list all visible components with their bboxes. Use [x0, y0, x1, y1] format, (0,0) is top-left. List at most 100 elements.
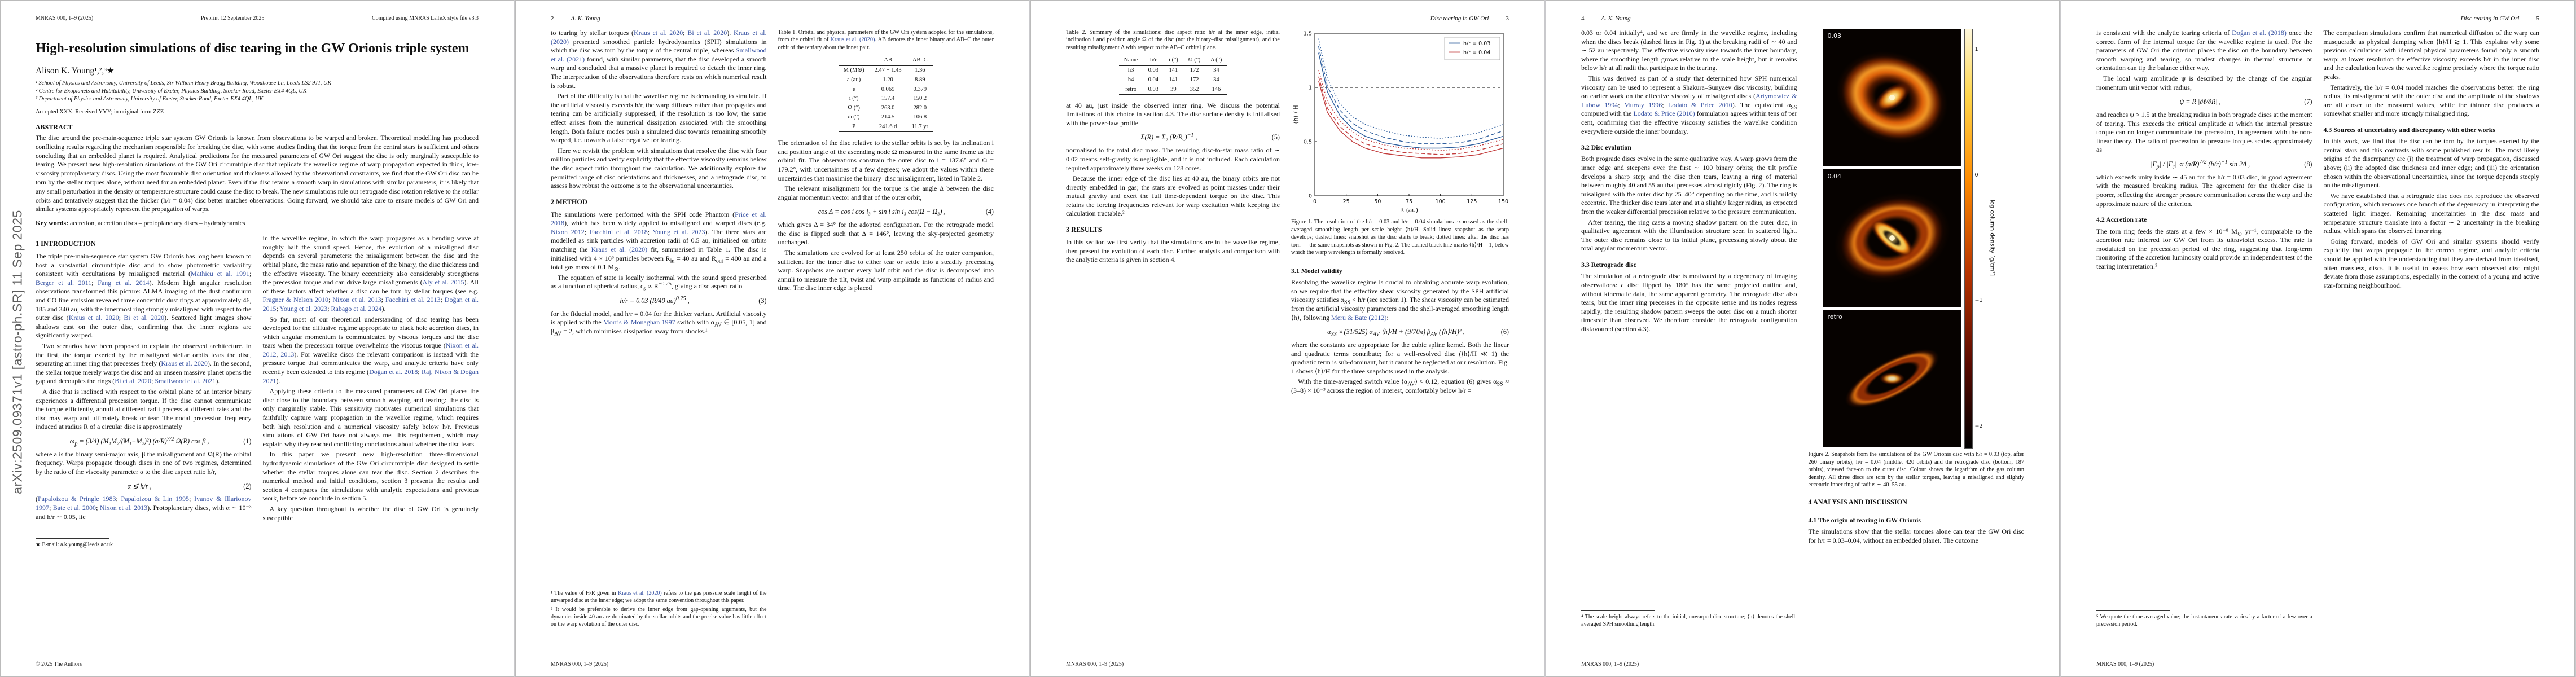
- column-left: 0.03 or 0.04 initially⁴, and we are firm…: [1581, 29, 1797, 630]
- running-author: A. K. Young: [571, 15, 600, 22]
- figure1-resolution-plot: 0 25 50 75 100 125 150 0 0.5 1 1.5 h/r = 0.03 h/r = …: [1293, 31, 1508, 214]
- citation: Facchini et al. 2018: [589, 227, 648, 236]
- figure2-panels: 0.03 0.04 retro: [1823, 29, 1961, 447]
- citation: Rabago et al. 2024: [331, 304, 382, 313]
- citation: Young et al. 2023: [279, 304, 328, 313]
- paragraph: which exceeds unity inside ∼ 45 au for t…: [2096, 173, 2312, 208]
- citation: Murray 1996: [1623, 100, 1662, 109]
- disc-snapshot-retro: retro: [1823, 310, 1961, 447]
- column-right: 0.03 0.04 retro: [1808, 29, 2025, 630]
- keywords-label: Key words:: [36, 219, 68, 227]
- footnote: ¹ The value of H/R given in Kraus et al.…: [551, 590, 767, 604]
- paragraph: at 40 au, just inside the observed inner…: [1066, 101, 1280, 127]
- equation-number: (2): [243, 482, 252, 490]
- citation: Kraus et al. (2020): [830, 37, 875, 43]
- list-item: ² Centre for Exoplanets and Habitability…: [36, 88, 307, 95]
- spacer: [778, 294, 994, 630]
- paragraph: Two scenarios have been proposed to expl…: [36, 341, 252, 385]
- paragraph: The local warp amplitude ψ is described …: [2096, 74, 2312, 91]
- paragraph: Here we revisit the problem with simulat…: [551, 146, 767, 190]
- citation: 2013: [280, 350, 295, 358]
- first-page-header: MNRAS 000, 1–9 (2025) Preprint 12 Septem…: [36, 15, 479, 21]
- citation: Bi et al. 2020: [124, 314, 165, 322]
- paragraph: The simulations were performed with the …: [551, 210, 767, 273]
- spacer: [1581, 335, 1797, 606]
- svg-text:1: 1: [1309, 85, 1312, 91]
- body-columns: Table 2. Summary of the simulations: dis…: [1066, 29, 1509, 630]
- footnote: ² It would be preferable to derive the i…: [551, 606, 767, 627]
- panel-label: 0.04: [1827, 173, 1842, 180]
- figure2-caption: Figure 2. Snapshots from the simulations…: [1808, 451, 2025, 489]
- equation-body: αSS ≈ (31/525) αAV ⟨h⟩/H + (9/70π) βAV (…: [1327, 328, 1465, 338]
- citation: Nixon et al. 2013: [99, 503, 148, 512]
- citation: Young et al. 2023: [652, 227, 705, 236]
- page-3: Disc tearing in GW Ori 3 Table 2. Summar…: [1030, 0, 1544, 677]
- column-left: Table 2. Summary of the simulations: dis…: [1066, 29, 1280, 630]
- citation: Lodato & Price 2010: [1667, 100, 1732, 109]
- citation: Ivanov & Illarionov 1997: [36, 495, 252, 512]
- table-caption: Table 2. Summary of the simulations: dis…: [1066, 29, 1280, 51]
- colorbar-ticks: 1 0 −1 −2: [1974, 29, 1987, 447]
- citation: Morris & Monaghan 1997: [603, 318, 675, 327]
- inner-ring-render: [1879, 372, 1904, 385]
- citation: Kraus et al. 2020: [68, 314, 119, 322]
- paragraph: The torn ring feeds the stars at a few ×…: [2096, 227, 2312, 270]
- subsection-heading: 4.1 The origin of tearing in GW Orionis: [1808, 516, 1921, 524]
- equation-body: ωp = (3/4) (M₁M₂/(M₁+M₂)²) (a/R)7/2 Ω(R)…: [69, 436, 209, 447]
- running-header: 4 A. K. Young: [1581, 15, 2024, 22]
- citation: Papaloizou & Lin 1995: [121, 495, 190, 503]
- paragraph: The relevant misalignment for the torque…: [778, 184, 994, 201]
- paragraph: A disc that is inclined with respect to …: [36, 387, 252, 431]
- table-row: a (au) 1.20 8.89: [847, 76, 925, 83]
- citation: Doğan et al. 2015: [262, 296, 479, 313]
- table-row: retro 0.03 39 352 146: [1118, 85, 1227, 95]
- paragraph: Because the inner edge of the disc lies …: [1066, 174, 1280, 218]
- paragraph: The simulation of a retrograde disc is m…: [1581, 272, 1797, 333]
- table-row: P 241.6 d 11.7 yr: [838, 122, 933, 133]
- section-heading: 3 RESULTS: [1066, 226, 1102, 234]
- paragraph: The equation of state is locally isother…: [551, 273, 767, 292]
- column-right: The comparison simulations confirm that …: [2324, 29, 2540, 630]
- running-title: Disc tearing in GW Ori: [1430, 15, 1489, 22]
- citation: Kraus et al. 2020: [634, 29, 683, 37]
- paragraph: and reaches ψ ≈ 1.5 at the breaking radi…: [2096, 111, 2312, 154]
- page-number: 5: [2536, 15, 2540, 22]
- page-number: 3: [1506, 15, 1509, 22]
- footnote-rule: [1581, 610, 1655, 611]
- subsection-heading: 4.2 Accretion rate: [2096, 216, 2147, 224]
- svg-text:50: 50: [1374, 199, 1381, 205]
- running-header: 2 A. K. Young: [551, 15, 994, 22]
- preprint-date: Preprint 12 September 2025: [200, 15, 265, 21]
- figure1-caption: Figure 1. The resolution of the h/r = 0.…: [1291, 219, 1509, 256]
- figure2-following-text: 4 ANALYSIS AND DISCUSSION 4.1 The origin …: [1809, 493, 2025, 630]
- central-stars-glow: [1889, 95, 1895, 100]
- equation-number: (4): [985, 208, 994, 216]
- citation: Doğan et al. 2018: [369, 368, 418, 376]
- svg-text:125: 125: [1467, 199, 1477, 205]
- page-number: 4: [1581, 15, 1585, 22]
- list-item: ³ Department of Physics and Astronomy, U…: [36, 96, 264, 103]
- citation: Mathieu et al. 1991: [191, 270, 250, 278]
- svg-text:150: 150: [1498, 199, 1508, 205]
- spacer: [2324, 292, 2540, 630]
- paragraph: We have established that a retrograde di…: [2323, 191, 2540, 235]
- citation: Papaloizou & Pringle 1983: [38, 495, 116, 503]
- table-row: Ω (°) 263.0 282.0: [848, 104, 927, 111]
- subsection-heading: 3.1 Model validity: [1291, 266, 1342, 275]
- data-table: AB AB–C M (M⊙) 2.47 + 1.43 1.36 a (au) 1.20 8.8…: [838, 55, 933, 133]
- spacer: [1291, 397, 1509, 630]
- paragraph: In this work, we find that the disc can …: [2323, 137, 2540, 190]
- paragraph: Going forward, models of GW Ori and simi…: [2323, 237, 2540, 289]
- citation: Doğan et al. (2018): [2232, 29, 2287, 37]
- citation: Meru & Bate (2012): [1331, 313, 1387, 322]
- paragraph: So far, most of our theoretical understa…: [262, 315, 479, 385]
- table-row: h3 0.03 141 172 34: [1127, 67, 1219, 74]
- paragraph: In this section we first verify that the…: [1066, 238, 1280, 264]
- citation: Nixon 2012: [551, 227, 585, 236]
- page-footer: © 2025 The Authors: [36, 661, 82, 667]
- paragraph: to tearing by stellar torques (Kraus et …: [551, 29, 767, 90]
- colorbar-group: 1 0 −1 −2 log column density [g/cm²]: [1964, 29, 1996, 449]
- equation-number: (5): [1271, 133, 1280, 142]
- citation: Bi et al. 2020: [115, 377, 151, 385]
